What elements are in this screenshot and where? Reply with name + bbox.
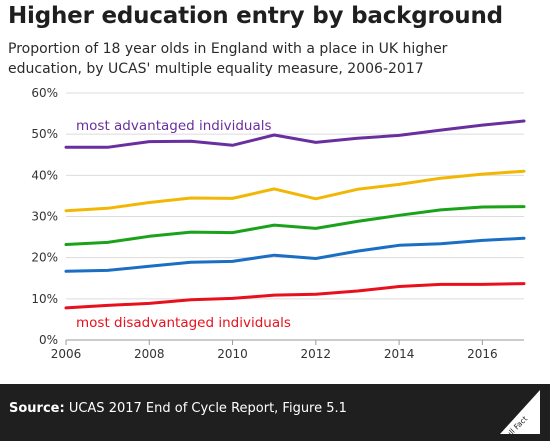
- line-chart: 0% 10% 20% 30% 40% 50% 60% 2006 2008 2010 2012 201…: [31, 86, 526, 361]
- footer-bar: Source: UCAS 2017 End of Cycle Report, F…: [0, 384, 550, 441]
- series-lines: [64, 119, 526, 310]
- y-tick-label: 40%: [31, 168, 58, 182]
- chart-title: Higher education entry by background: [8, 3, 503, 29]
- y-tick-label: 10%: [31, 292, 58, 306]
- series-line-3: [64, 236, 526, 273]
- series-line-2: [64, 205, 526, 246]
- series-line-4: [64, 282, 526, 310]
- x-tick-label: 2010: [217, 347, 248, 361]
- series-line-0: [64, 119, 526, 149]
- y-tick-label: 60%: [31, 86, 58, 100]
- x-tick-label: 2008: [134, 347, 165, 361]
- x-tick-label: 2014: [384, 347, 415, 361]
- x-tick-label: 2012: [301, 347, 332, 361]
- chart-subtitle: Proportion of 18 year olds in England wi…: [8, 41, 448, 77]
- y-tick-label: 0%: [39, 333, 58, 347]
- annotation-most-disadvantaged: most disadvantaged individuals: [76, 315, 291, 331]
- y-tick-label: 50%: [31, 127, 58, 141]
- y-tick-label: 30%: [31, 210, 58, 224]
- x-tick-label: 2016: [467, 347, 498, 361]
- x-axis-tick-labels: 2006 2008 2010 2012 2014 2016: [51, 347, 498, 361]
- full-fact-logo-icon: Full Fact: [500, 390, 540, 434]
- annotation-most-advantaged: most advantaged individuals: [76, 118, 272, 134]
- x-tick-label: 2006: [51, 347, 82, 361]
- y-tick-label: 20%: [31, 251, 58, 265]
- series-line-1: [64, 169, 526, 213]
- source-label: Source:: [9, 401, 65, 416]
- source-line: Source: UCAS 2017 End of Cycle Report, F…: [9, 401, 347, 416]
- source-text: UCAS 2017 End of Cycle Report, Figure 5.…: [64, 401, 347, 416]
- y-axis-tick-labels: 0% 10% 20% 30% 40% 50% 60%: [31, 86, 58, 347]
